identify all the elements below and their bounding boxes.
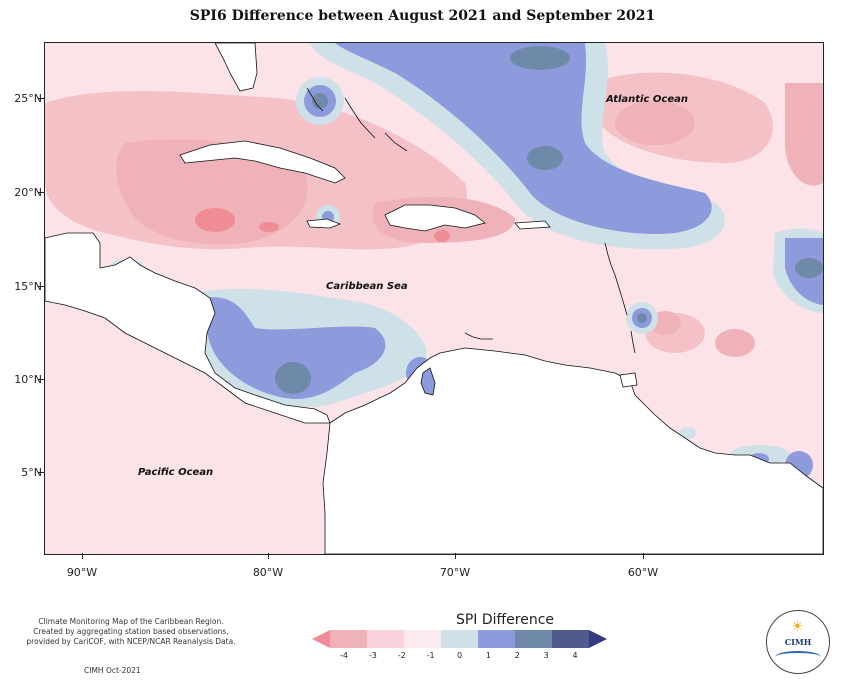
legend-swatch <box>552 630 589 648</box>
spi-map <box>44 42 824 555</box>
legend-arrow-low <box>312 630 330 648</box>
legend-colorbar <box>312 630 607 648</box>
legend-tick-label: -3 <box>368 651 377 660</box>
lat-label: 20°N <box>14 186 42 199</box>
lat-label: 10°N <box>14 373 42 386</box>
caribbean-sea-label: Caribbean Sea <box>326 281 408 292</box>
credit-line: Climate Monitoring Map of the Caribbean … <box>38 617 224 626</box>
legend-tick-label: 2 <box>514 651 520 660</box>
legend-tick-label: -4 <box>340 651 348 660</box>
pacific-ocean-label: Pacific Ocean <box>138 467 214 478</box>
legend-swatch <box>515 630 552 648</box>
legend-tick-label: 4 <box>572 651 578 660</box>
lat-tick <box>38 98 44 99</box>
lon-tick <box>82 553 83 559</box>
legend-swatch <box>441 630 478 648</box>
legend-swatch <box>330 630 367 648</box>
lon-label: 60°W <box>627 566 659 579</box>
lat-label: 25°N <box>14 92 42 105</box>
lon-label: 90°W <box>66 566 98 579</box>
lon-tick <box>268 553 269 559</box>
legend-title: SPI Difference <box>455 612 555 628</box>
credit-line: provided by CariCOF, with NCEP/NCAR Rean… <box>26 637 236 646</box>
legend-tick-label: 1 <box>485 651 491 660</box>
legend-arrow-high <box>589 630 607 648</box>
lat-tick <box>38 192 44 193</box>
logo-text: CIMH <box>784 637 812 647</box>
map-title: SPI6 Difference between August 2021 and … <box>189 8 656 24</box>
legend-tick-label: -1 <box>426 651 435 660</box>
credit-date: CIMH Oct-2021 <box>84 666 141 675</box>
atlantic-ocean-label: Atlantic Ocean <box>606 94 688 105</box>
lon-tick <box>455 553 456 559</box>
lat-tick <box>38 286 44 287</box>
lat-tick <box>38 472 44 473</box>
cimh-logo: ☀ CIMH <box>766 610 830 674</box>
lat-label: 15°N <box>14 280 42 293</box>
lon-label: 80°W <box>252 566 284 579</box>
spi-field <box>45 43 823 554</box>
legend-tick-label: -2 <box>397 651 406 660</box>
legend-tick-label: 0 <box>456 651 463 660</box>
wave-icon <box>775 651 821 663</box>
lat-label: 5°N <box>21 466 42 479</box>
sun-icon: ☀ <box>791 619 804 635</box>
legend-swatch <box>404 630 441 648</box>
legend-swatch <box>367 630 404 648</box>
credit-line: Created by aggregating station based obs… <box>33 627 229 636</box>
credit-block: Climate Monitoring Map of the Caribbean … <box>16 617 246 647</box>
legend-tick-label: 3 <box>543 651 549 660</box>
lon-tick <box>643 553 644 559</box>
lon-label: 70°W <box>439 566 471 579</box>
lat-tick <box>38 379 44 380</box>
legend-swatch <box>478 630 515 648</box>
